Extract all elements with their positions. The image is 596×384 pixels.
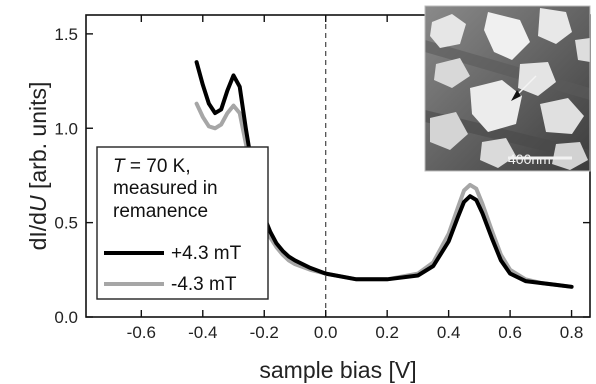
series-line-plus-4-3-mT — [194, 60, 574, 289]
inset-scale-bar-label: 400nm — [508, 151, 551, 167]
x-tick-label: -0.2 — [250, 323, 279, 342]
inset-arrow-head — [511, 90, 521, 101]
x-tick-label: 0.8 — [560, 323, 584, 342]
x-tick-label: 0.0 — [314, 323, 338, 342]
inset-arrow — [515, 75, 537, 97]
x-tick-label: 0.4 — [437, 323, 461, 342]
inset-frame — [424, 5, 591, 172]
x-tick-label: 0.6 — [498, 323, 522, 342]
legend: T = 70 K, measured in remanence +4.3 mT … — [96, 146, 269, 300]
x-axis-ticks: -0.6 -0.4 -0.2 0.0 0.2 0.4 0.6 0.8 — [127, 15, 584, 342]
legend-box — [96, 146, 269, 300]
x-tick-label: -0.4 — [188, 323, 217, 342]
y-tick-label: 1.0 — [54, 119, 78, 138]
x-tick-label: -0.6 — [127, 323, 156, 342]
legend-title-line-1: T = 70 K, — [113, 156, 191, 177]
y-tick-label: 1.5 — [54, 25, 78, 44]
legend-title-line-2: measured in — [113, 178, 218, 199]
legend-label-plus: +4.3 mT — [171, 243, 242, 264]
legend-label-minus: -4.3 mT — [171, 274, 237, 295]
x-axis-title: sample bias [V] — [259, 357, 416, 383]
y-tick-label: 0.0 — [54, 308, 78, 327]
legend-title-line-3: remanence — [113, 201, 208, 222]
inset-topography-image: 400nm — [425, 6, 590, 171]
x-tick-label: 0.2 — [375, 323, 399, 342]
y-axis-title: dI/dU [arb. units] — [25, 82, 51, 251]
series-layer — [194, 60, 574, 289]
y-tick-label: 0.5 — [54, 214, 78, 233]
y-axis-ticks: 0.0 0.5 1.0 1.5 — [54, 25, 590, 327]
